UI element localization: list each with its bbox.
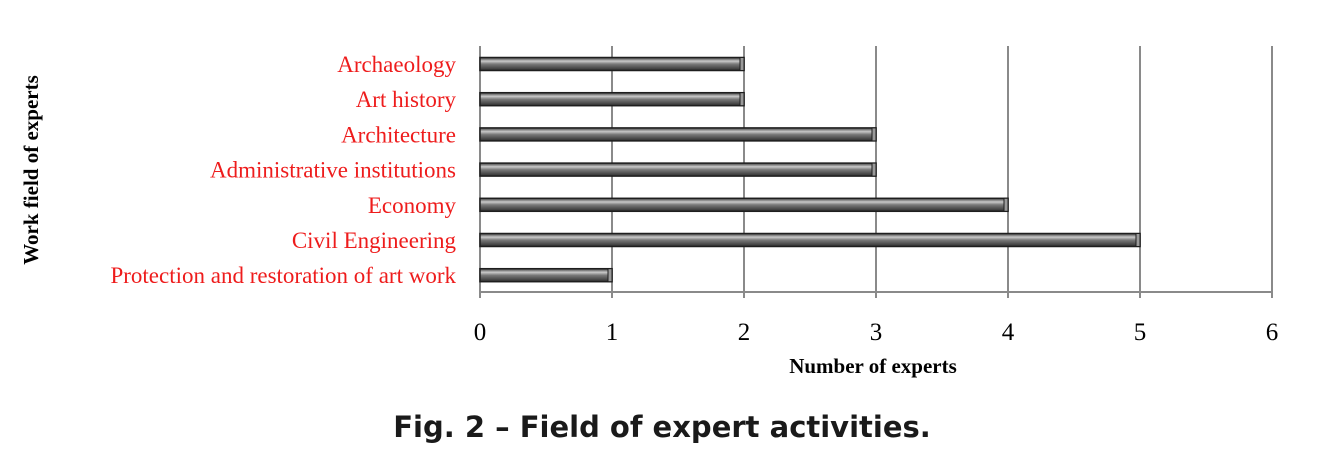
x-tick-label: 4	[1002, 319, 1015, 346]
x-tick-label: 0	[474, 319, 487, 346]
category-label: Archaeology	[337, 52, 456, 77]
category-label: Economy	[368, 193, 457, 218]
category-label: Administrative institutions	[210, 158, 456, 183]
bar-end-cap	[607, 268, 613, 283]
bar-architecture	[479, 127, 877, 142]
bar-end-cap	[739, 92, 745, 107]
category-label: Art history	[356, 87, 457, 112]
x-tick-label: 3	[870, 319, 883, 346]
gridlines	[479, 46, 1273, 298]
bar-end-cap	[739, 57, 745, 71]
bar-administrative-institutions	[479, 162, 877, 177]
category-label: Civil Engineering	[292, 228, 457, 253]
bar-archaeology	[479, 56, 745, 72]
x-tick-label: 1	[606, 319, 619, 346]
bars	[479, 56, 1141, 283]
figure-caption: Fig. 2 – Field of expert activities.	[393, 410, 931, 444]
bar-economy	[479, 197, 1009, 213]
bar-art-history	[479, 91, 745, 107]
category-label: Protection and restoration of art work	[110, 263, 456, 288]
bar-end-cap	[871, 127, 877, 142]
y-axis-title: Work field of experts	[19, 75, 43, 265]
x-tick-label: 2	[738, 319, 751, 346]
x-tick-label: 5	[1134, 319, 1147, 346]
bar-civil-engineering	[479, 232, 1141, 248]
x-axis-title: Number of experts	[789, 354, 957, 378]
category-labels: Archaeology Art history Architecture Admini…	[110, 52, 456, 288]
bar-end-cap	[871, 162, 877, 177]
bar-end-cap	[1003, 197, 1009, 212]
x-tick-label: 6	[1266, 319, 1279, 346]
x-tick-labels: 0 1 2 3 4 5 6	[474, 319, 1279, 346]
category-label: Architecture	[341, 122, 456, 147]
bar-protection-and-restoration-of-art-work	[479, 267, 613, 283]
bar-end-cap	[1135, 233, 1141, 247]
